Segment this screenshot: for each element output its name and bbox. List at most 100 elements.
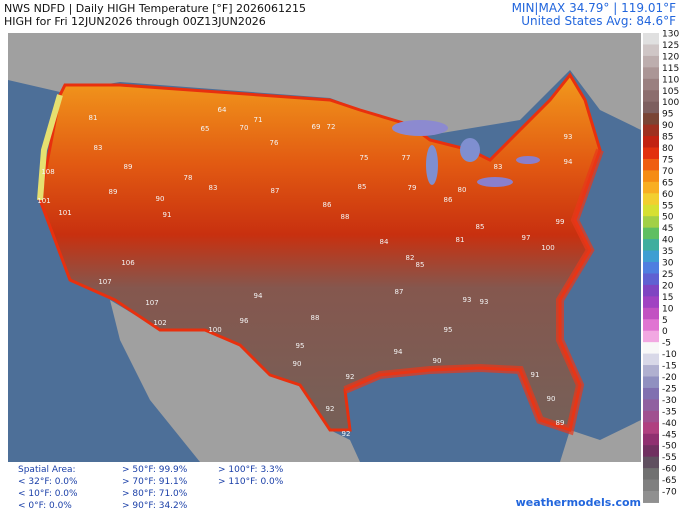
station-value: 90 <box>433 357 442 365</box>
min-max: MIN|MAX 34.79° | 119.01°F <box>512 1 677 15</box>
colorbar-tick-label: -65 <box>662 476 677 486</box>
credit: weathermodels.com <box>516 496 641 509</box>
colorbar-tick-label: 100 <box>662 98 679 108</box>
colorbar-band <box>643 342 659 355</box>
station-value: 87 <box>271 187 280 195</box>
stat-item: > 70°F: 91.1% <box>122 477 188 487</box>
colorbar-tick-label: -60 <box>662 465 677 475</box>
colorbar-band <box>643 468 659 481</box>
colorbar-tick-label: -70 <box>662 488 677 498</box>
colorbar-tick-label: 120 <box>662 52 679 62</box>
colorbar-tick-label: 45 <box>662 224 673 234</box>
station-value: 93 <box>463 296 472 304</box>
colorbar-band <box>643 330 659 343</box>
station-value: 93 <box>564 133 573 141</box>
station-value: 85 <box>476 223 485 231</box>
colorbar-band <box>643 136 659 148</box>
station-value: 81 <box>89 114 98 122</box>
station-value: 106 <box>121 259 135 267</box>
colorbar-band <box>643 399 659 412</box>
stats-title: Spatial Area: <box>18 465 76 475</box>
colorbar-band <box>643 262 659 274</box>
us-average: United States Avg: 84.6°F <box>521 14 676 28</box>
station-value: 88 <box>341 213 350 221</box>
canada <box>8 33 641 135</box>
colorbar-tick-label: 105 <box>662 87 679 97</box>
station-value: 92 <box>342 430 351 438</box>
colorbar-band <box>643 273 659 286</box>
colorbar-band <box>643 44 659 57</box>
stat-item: > 110°F: 0.0% <box>218 477 284 487</box>
station-value: 64 <box>218 106 227 114</box>
station-value: 89 <box>124 163 133 171</box>
station-value: 70 <box>240 124 249 132</box>
station-value: 87 <box>395 288 404 296</box>
station-value: 85 <box>358 183 367 191</box>
station-value: 78 <box>184 174 193 182</box>
colorbar-tick-label: 60 <box>662 190 674 200</box>
colorbar-band <box>643 296 659 309</box>
station-value: 83 <box>494 163 503 171</box>
station-value: 101 <box>58 209 71 217</box>
station-value: 89 <box>556 419 565 427</box>
lake-michigan <box>426 145 438 185</box>
lake-ontario <box>516 156 540 164</box>
station-value: 85 <box>416 261 425 269</box>
colorbar-tick-label: 30 <box>662 259 674 269</box>
colorbar-tick-label: 130 <box>662 30 679 40</box>
station-value: 95 <box>296 342 305 350</box>
colorbar-band <box>643 170 659 183</box>
colorbar-band <box>643 376 659 389</box>
colorbar-band <box>643 387 659 400</box>
station-value: 94 <box>254 292 263 300</box>
colorbar-band <box>643 181 659 194</box>
colorbar-tick-label: -50 <box>662 442 677 452</box>
colorbar-tick-label: -5 <box>662 339 671 349</box>
stat-item: > 90°F: 34.2% <box>122 501 188 510</box>
station-value: 99 <box>556 218 565 226</box>
station-value: 65 <box>201 125 210 133</box>
title: NWS NDFD | Daily HIGH Temperature [°F] 2… <box>4 2 306 15</box>
station-value: 97 <box>522 234 531 242</box>
colorbar-band <box>643 491 659 503</box>
station-value: 75 <box>360 154 369 162</box>
colorbar-tick-label: 80 <box>662 144 674 154</box>
colorbar-tick-label: 110 <box>662 75 679 85</box>
colorbar-tick-label: -10 <box>662 350 677 360</box>
colorbar-tick-label: 35 <box>662 247 673 257</box>
colorbar-tick-label: 15 <box>662 293 673 303</box>
colorbar-band <box>643 55 659 68</box>
station-value: 90 <box>156 195 165 203</box>
station-value: 102 <box>153 319 166 327</box>
station-value: 92 <box>326 405 335 413</box>
west-coast-band <box>37 94 63 201</box>
colorbar-tick-label: -55 <box>662 453 677 463</box>
colorbar-band <box>643 284 659 297</box>
colorbar-band <box>643 239 659 252</box>
station-value: 86 <box>444 196 453 204</box>
colorbar-band <box>643 456 659 469</box>
stat-item: < 10°F: 0.0% <box>18 489 78 499</box>
colorbar-band <box>643 227 659 240</box>
colorbar-band <box>643 479 659 492</box>
colorbar-band <box>643 113 659 126</box>
colorbar-tick-label: 55 <box>662 201 673 211</box>
lake-superior <box>392 120 448 136</box>
station-value: 90 <box>293 360 302 368</box>
station-value: 69 <box>312 123 321 131</box>
colorbar-tick-label: -35 <box>662 407 677 417</box>
colorbar-tick-label: 90 <box>662 121 674 131</box>
colorbar-tick-label: -45 <box>662 430 677 440</box>
station-value: 96 <box>240 317 249 325</box>
colorbar-band <box>643 365 659 377</box>
colorbar-tick-label: 70 <box>662 167 674 177</box>
colorbar-tick-label: -30 <box>662 396 677 406</box>
colorbar-tick-label: -25 <box>662 384 677 394</box>
station-value: 94 <box>394 348 403 356</box>
colorbar-tick-label: 20 <box>662 281 674 291</box>
station-value: 91 <box>531 371 540 379</box>
caribbean <box>560 420 641 462</box>
colorbar-band <box>643 67 659 80</box>
colorbar-band <box>643 319 659 332</box>
colorbar-band <box>643 445 659 458</box>
